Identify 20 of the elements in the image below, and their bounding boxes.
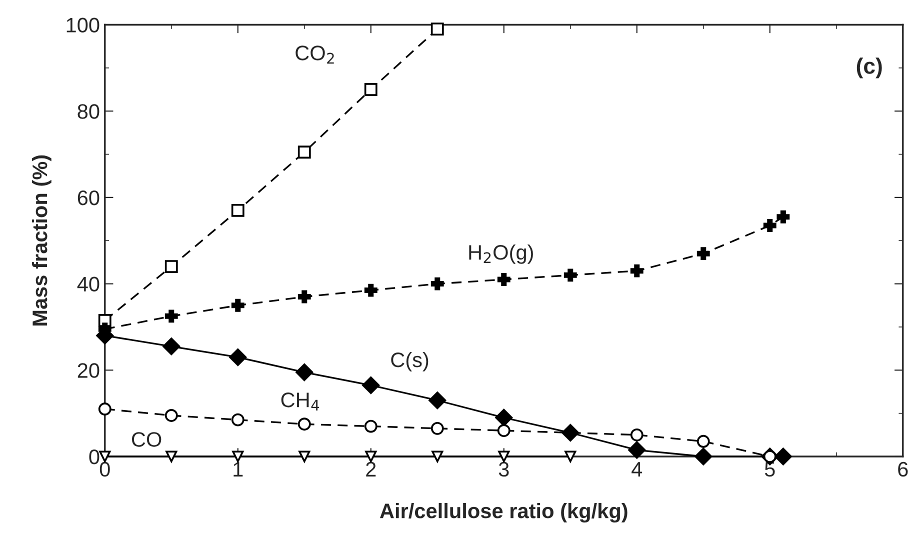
- y-tick-label: 40: [77, 276, 100, 292]
- y-tick-label: 0: [89, 450, 100, 464]
- y-axis-title: Mass fraction (%): [32, 155, 52, 326]
- annotation: (c): [856, 58, 882, 78]
- x-tick-label: 3: [498, 462, 509, 477]
- y-tick-label: 100: [66, 18, 100, 33]
- series-label: C(s): [391, 352, 428, 372]
- x-tick-label: 1: [234, 462, 243, 476]
- series-label: H$_{2}$O(g): [469, 244, 533, 264]
- x-axis-title: Air/cellulose ratio (kg/kg): [380, 503, 628, 523]
- y-tick-label: 80: [78, 104, 100, 119]
- x-tick-label: 0: [100, 462, 110, 477]
- x-tick-label: 4: [632, 462, 642, 476]
- series-label: CH$_{4}$: [281, 392, 320, 411]
- x-tick-label: 2: [366, 462, 376, 476]
- y-tick-label: 60: [78, 190, 100, 206]
- y-tick-label: 20: [78, 363, 100, 378]
- series-label: CO: [132, 432, 162, 447]
- series-label: CO$_{2}$: [296, 46, 334, 64]
- x-tick-label: 6: [898, 462, 908, 477]
